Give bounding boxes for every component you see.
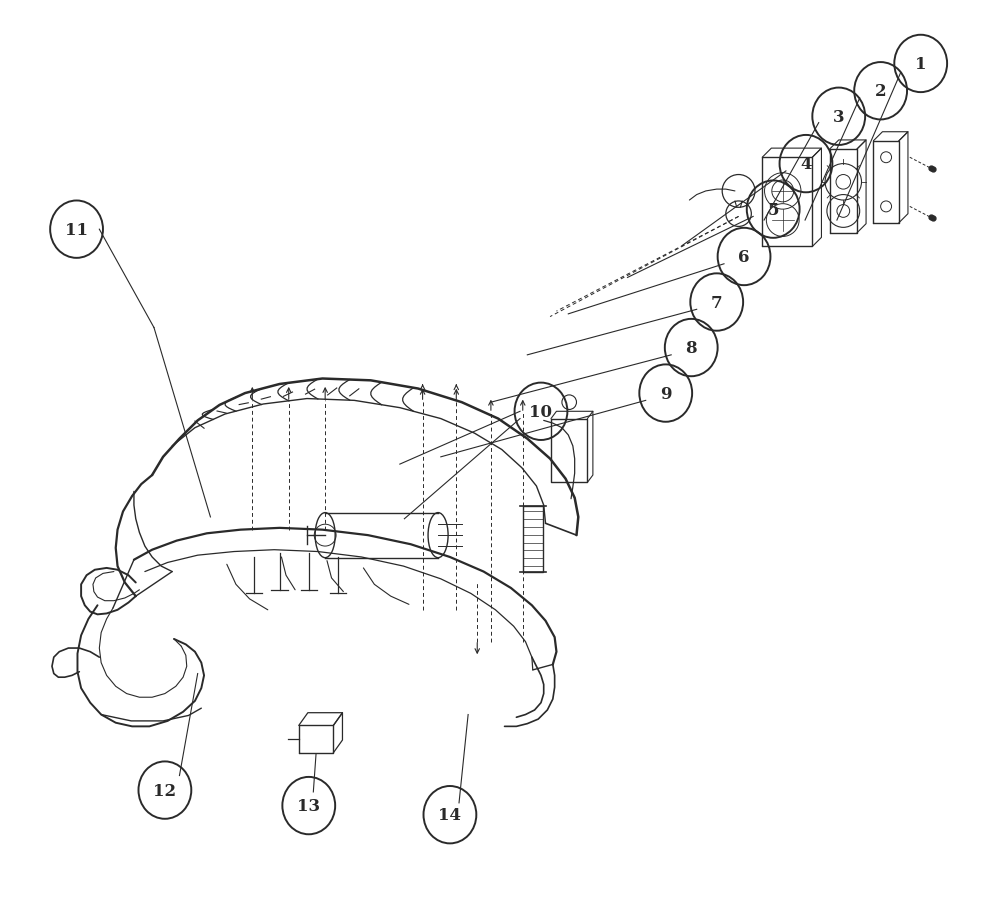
Text: 7: 7 [711,294,723,312]
Text: 14: 14 [438,806,461,824]
Text: 8: 8 [685,340,697,356]
Text: 3: 3 [833,108,845,126]
Text: 2: 2 [875,83,886,100]
Text: 13: 13 [297,797,320,814]
Text: 11: 11 [65,221,88,239]
Bar [523,507,543,572]
Text: 10: 10 [529,404,552,420]
Text: 4: 4 [800,156,812,173]
Text: 5: 5 [767,201,779,219]
Text: 9: 9 [660,385,671,402]
Text: 1: 1 [915,56,926,73]
Text: 6: 6 [738,249,750,266]
Text: 12: 12 [153,782,176,799]
